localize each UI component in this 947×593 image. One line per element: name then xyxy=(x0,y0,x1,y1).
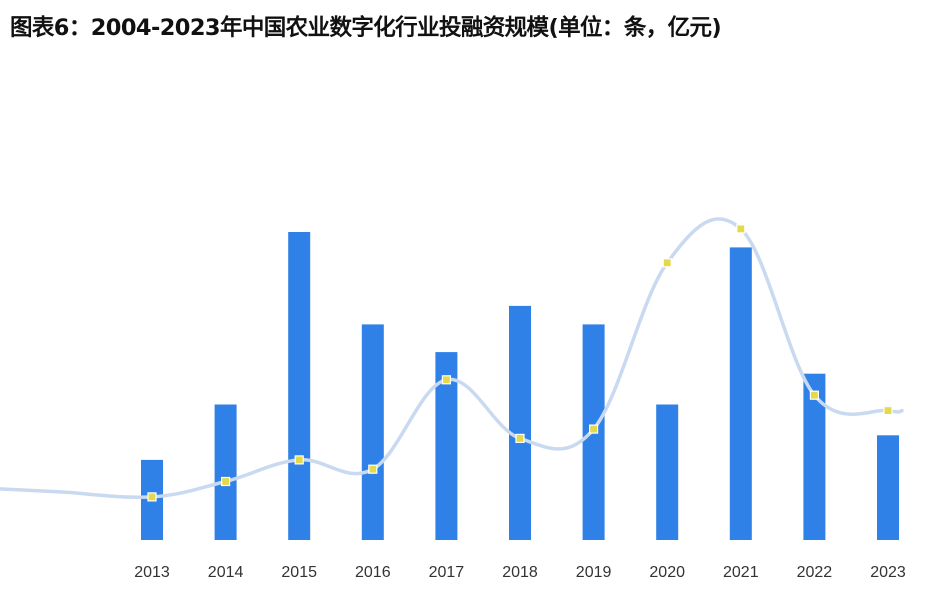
line-point-2014 xyxy=(221,476,231,487)
line-point-2021 xyxy=(736,224,746,234)
bar-2016 xyxy=(361,324,384,540)
line-point-2013 xyxy=(147,492,157,502)
bar-2023 xyxy=(877,435,899,540)
line-point-2023 xyxy=(883,406,893,416)
line-point-2020 xyxy=(662,258,672,268)
x-tick-label: 2017 xyxy=(429,564,465,581)
bar-2017 xyxy=(435,352,458,540)
line-point-2016 xyxy=(368,464,378,474)
line-point-2022 xyxy=(809,390,820,400)
x-tick-label: 2023 xyxy=(870,564,906,581)
chart-title: 图表6：2004-2023年中国农业数字化行业投融资规模(单位：条，亿元) xyxy=(10,15,722,41)
x-tick-label: 2013 xyxy=(134,564,170,581)
bar-2022 xyxy=(803,373,826,540)
x-tick-label: 2018 xyxy=(502,564,538,581)
line-layer xyxy=(0,217,904,500)
bar-2015 xyxy=(288,232,311,540)
x-tick-label: 2020 xyxy=(649,564,685,581)
trend-line xyxy=(0,217,904,500)
x-tick-label: 2021 xyxy=(723,564,759,581)
bar-2018 xyxy=(509,305,531,540)
x-tick-label: 2019 xyxy=(576,564,612,581)
line-point-2015 xyxy=(294,455,304,465)
markers-layer xyxy=(147,224,893,502)
x-tick-label: 2015 xyxy=(281,564,317,581)
line-point-2017 xyxy=(441,375,451,385)
bar-2021 xyxy=(729,247,752,540)
bar-2014 xyxy=(214,404,237,540)
line-point-2019 xyxy=(588,424,599,434)
ticks-layer: 2013 2014 2015 2016 2017 2018 2019 2020 2021 2022… xyxy=(134,564,906,581)
bar-2020 xyxy=(656,404,679,540)
x-tick-label: 2022 xyxy=(797,564,833,581)
line-point-2018 xyxy=(515,433,525,443)
bars-layer xyxy=(141,232,899,540)
x-tick-label: 2016 xyxy=(355,564,391,581)
x-tick-label: 2014 xyxy=(208,564,244,581)
